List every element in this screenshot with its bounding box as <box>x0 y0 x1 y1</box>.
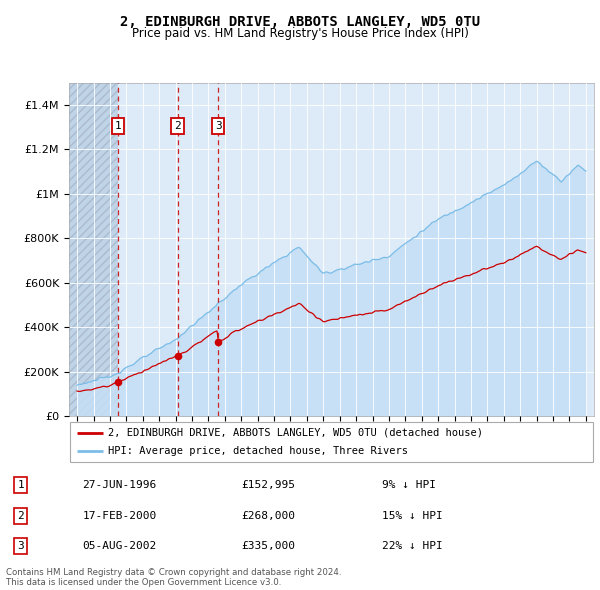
Text: 05-AUG-2002: 05-AUG-2002 <box>82 541 157 551</box>
Text: 9% ↓ HPI: 9% ↓ HPI <box>382 480 436 490</box>
Bar <box>69 83 118 416</box>
Text: 2, EDINBURGH DRIVE, ABBOTS LANGLEY, WD5 0TU: 2, EDINBURGH DRIVE, ABBOTS LANGLEY, WD5 … <box>120 15 480 29</box>
Text: 2: 2 <box>174 121 181 131</box>
Text: Contains HM Land Registry data © Crown copyright and database right 2024.
This d: Contains HM Land Registry data © Crown c… <box>6 568 341 587</box>
Text: £335,000: £335,000 <box>241 541 295 551</box>
Text: £268,000: £268,000 <box>241 511 295 520</box>
Text: 2, EDINBURGH DRIVE, ABBOTS LANGLEY, WD5 0TU (detached house): 2, EDINBURGH DRIVE, ABBOTS LANGLEY, WD5 … <box>109 428 484 438</box>
Text: 3: 3 <box>215 121 221 131</box>
Text: £152,995: £152,995 <box>241 480 295 490</box>
Text: 1: 1 <box>115 121 121 131</box>
Text: 17-FEB-2000: 17-FEB-2000 <box>82 511 157 520</box>
Text: 3: 3 <box>17 541 24 551</box>
Text: 22% ↓ HPI: 22% ↓ HPI <box>382 541 443 551</box>
Text: Price paid vs. HM Land Registry's House Price Index (HPI): Price paid vs. HM Land Registry's House … <box>131 27 469 40</box>
Text: 2: 2 <box>17 511 24 520</box>
Text: 15% ↓ HPI: 15% ↓ HPI <box>382 511 443 520</box>
Text: 1: 1 <box>17 480 24 490</box>
Text: 27-JUN-1996: 27-JUN-1996 <box>82 480 157 490</box>
FancyBboxPatch shape <box>70 421 593 463</box>
Text: HPI: Average price, detached house, Three Rivers: HPI: Average price, detached house, Thre… <box>109 446 409 456</box>
